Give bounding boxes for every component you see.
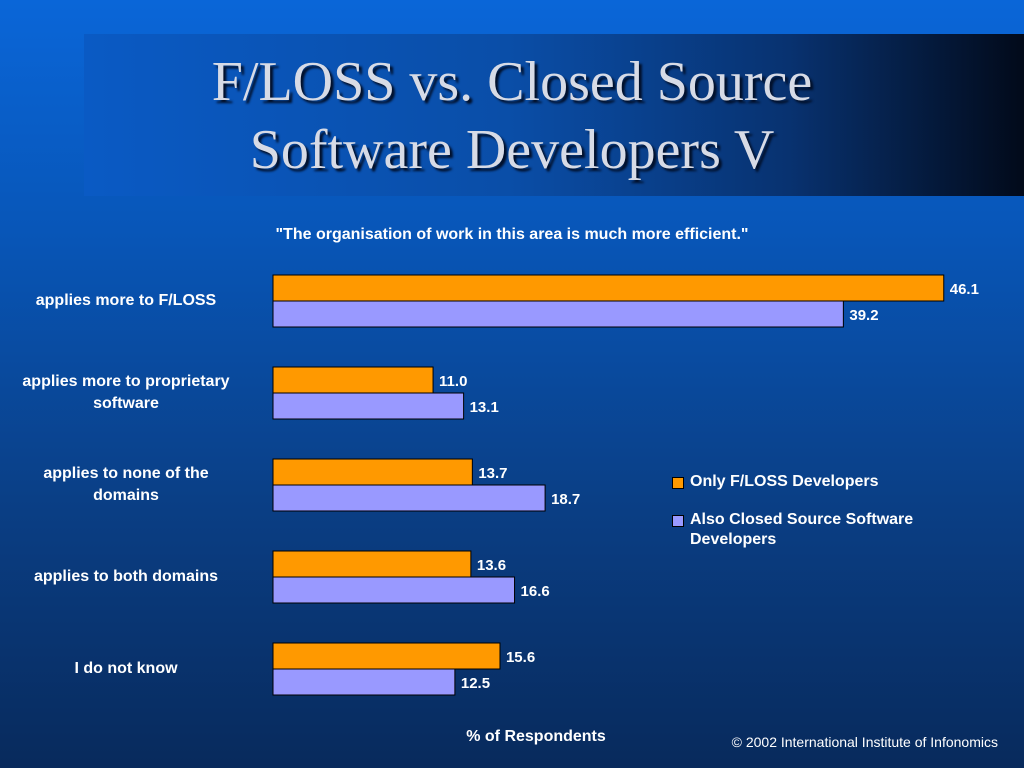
category-label-line: applies to both domains <box>33 568 218 585</box>
category-label-line: applies to none of the <box>43 465 209 482</box>
bar-also-closed-4 <box>272 668 456 696</box>
category-label-4: I do not know <box>0 658 256 680</box>
legend-label-also-closed: Also Closed Source Software Developers <box>690 511 914 548</box>
data-label-only-floss-4: 15.6 <box>506 649 535 666</box>
category-label-1: applies more to proprietary software <box>0 371 256 415</box>
bar-only-floss-1 <box>272 366 434 394</box>
category-label-line: applies more to F/LOSS <box>35 292 217 309</box>
bar-also-closed-1 <box>272 392 465 420</box>
data-label-only-floss-0: 46.1 <box>950 281 979 298</box>
bar-also-closed-3 <box>272 576 516 604</box>
bar-only-floss-3 <box>272 550 472 578</box>
category-label-line: applies more to proprietary <box>22 373 230 390</box>
legend: Only F/LOSS Developers Also Closed Sourc… <box>672 472 992 568</box>
data-label-also-closed-2: 18.7 <box>551 491 580 508</box>
bar-only-floss-4 <box>272 642 501 670</box>
bar-only-floss-2 <box>272 458 473 486</box>
category-label-0: applies more to F/LOSS <box>0 290 256 312</box>
category-label-line: I do not know <box>74 660 178 677</box>
slide-title: F/LOSS vs. Closed Source Software Develo… <box>0 48 1024 184</box>
bar-also-closed-2 <box>272 484 546 512</box>
bar-also-closed-0 <box>272 300 844 328</box>
category-label-line: domains <box>93 487 159 504</box>
data-label-only-floss-2: 13.7 <box>478 465 507 482</box>
data-label-only-floss-3: 13.6 <box>477 557 506 574</box>
data-label-also-closed-1: 13.1 <box>470 399 499 416</box>
slide-title-line-1: F/LOSS vs. Closed Source <box>211 51 813 113</box>
data-label-only-floss-1: 11.0 <box>439 373 467 390</box>
category-label-line: software <box>93 395 159 412</box>
title-band <box>84 34 1024 196</box>
data-label-also-closed-4: 12.5 <box>461 675 490 692</box>
slide-title-line-2: Software Developers V <box>249 119 775 181</box>
copyright-notice: © 2002 International Institute of Infono… <box>731 734 998 750</box>
data-label-also-closed-0: 39.2 <box>849 307 878 324</box>
legend-swatch-only-floss <box>672 477 684 489</box>
legend-swatch-also-closed <box>672 515 684 527</box>
category-label-3: applies to both domains <box>0 566 256 588</box>
legend-label-only-floss: Only F/LOSS Developers <box>690 473 879 490</box>
legend-item-only-floss: Only F/LOSS Developers <box>672 472 992 492</box>
chart-title: "The organisation of work in this area i… <box>275 226 749 243</box>
bar-only-floss-0 <box>272 274 945 302</box>
data-label-also-closed-3: 16.6 <box>521 583 550 600</box>
legend-item-also-closed: Also Closed Source Software Developers <box>672 510 992 550</box>
x-axis-label: % of Respondents <box>466 728 606 745</box>
category-label-2: applies to none of the domains <box>0 463 256 507</box>
